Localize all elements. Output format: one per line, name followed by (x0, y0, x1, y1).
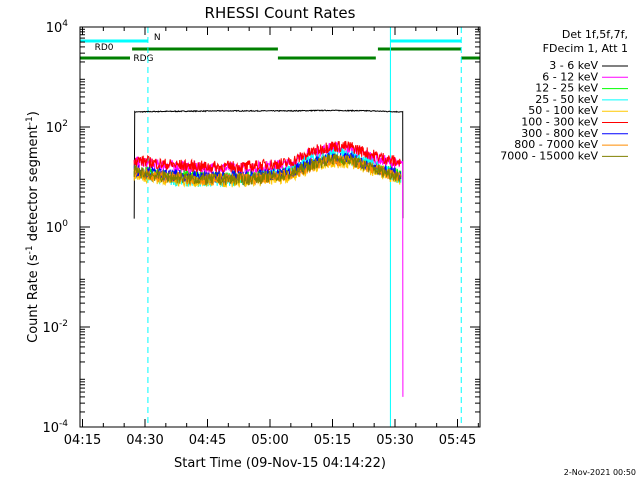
legend-label-5: 100 - 300 keV (521, 116, 598, 129)
y-tick-label-2: 100 (46, 219, 69, 236)
legend-label-4: 50 - 100 keV (528, 104, 598, 117)
x-tick-label-0: 04:15 (64, 433, 101, 448)
legend-label-2: 12 - 25 keV (535, 82, 598, 95)
y-tick-label-1: 102 (46, 119, 68, 136)
plot-frame (79, 26, 481, 428)
flag-label-n: N (154, 33, 161, 43)
y-axis-label-part3: ) (26, 111, 41, 116)
legend-label-3: 25 - 50 keV (535, 93, 598, 106)
legend-label-7: 800 - 7000 keV (514, 138, 598, 151)
legend-label-6: 300 - 800 keV (521, 127, 598, 140)
flag-bars: N RD0 RDG (80, 33, 480, 64)
y-tick-label-3: 10-2 (42, 319, 68, 336)
y-axis-label-part2: detector segment (26, 125, 41, 245)
chart-title: RHESSI Count Rates (205, 4, 356, 22)
x-tick-label-1: 04:30 (126, 433, 163, 448)
series-line-5 (133, 140, 402, 175)
y-axis-label-sup2: -1 (25, 116, 35, 125)
series-line-8 (133, 153, 402, 187)
series-group (133, 109, 404, 397)
y-axis-label-part1: Count Rate (s (26, 254, 41, 343)
legend-header-0: Det 1f,5f,7f, (562, 28, 628, 41)
x-tick-label-5: 05:30 (376, 433, 413, 448)
flag-label-rdg: RDG (133, 54, 153, 64)
legend-label-1: 6 - 12 keV (542, 70, 598, 83)
y-tick-label-0: 104 (46, 19, 69, 36)
x-axis-label: Start Time (09-Nov-15 04:14:22) (174, 456, 386, 471)
flag-label-rd0: RD0 (95, 43, 114, 53)
y-axis-label: Count Rate (s-1 detector segment-1) (25, 111, 41, 343)
y-axis: 104 102 100 10-2 10-4 (42, 19, 480, 436)
x-tick-label-3: 05:00 (251, 433, 288, 448)
series-line-7 (133, 154, 402, 187)
y-tick-label-4: 10-4 (42, 419, 68, 436)
x-axis: 04:15 04:30 04:45 05:00 05:15 05:30 05:45 (64, 27, 479, 448)
vertical-marker-lines (79, 27, 462, 427)
series-line-0 (133, 109, 404, 219)
legend-header-1: FDecim 1, Att 1 (543, 42, 628, 55)
timestamp: 2-Nov-2021 00:50 (564, 468, 636, 477)
x-tick-label-6: 05:45 (439, 433, 476, 448)
x-tick-label-4: 05:15 (314, 433, 351, 448)
legend-label-8: 7000 - 15000 keV (500, 149, 598, 162)
y-axis-label-sup1: -1 (25, 245, 35, 254)
x-tick-label-2: 04:45 (189, 433, 226, 448)
legend-label-0: 3 - 6 keV (549, 59, 598, 72)
